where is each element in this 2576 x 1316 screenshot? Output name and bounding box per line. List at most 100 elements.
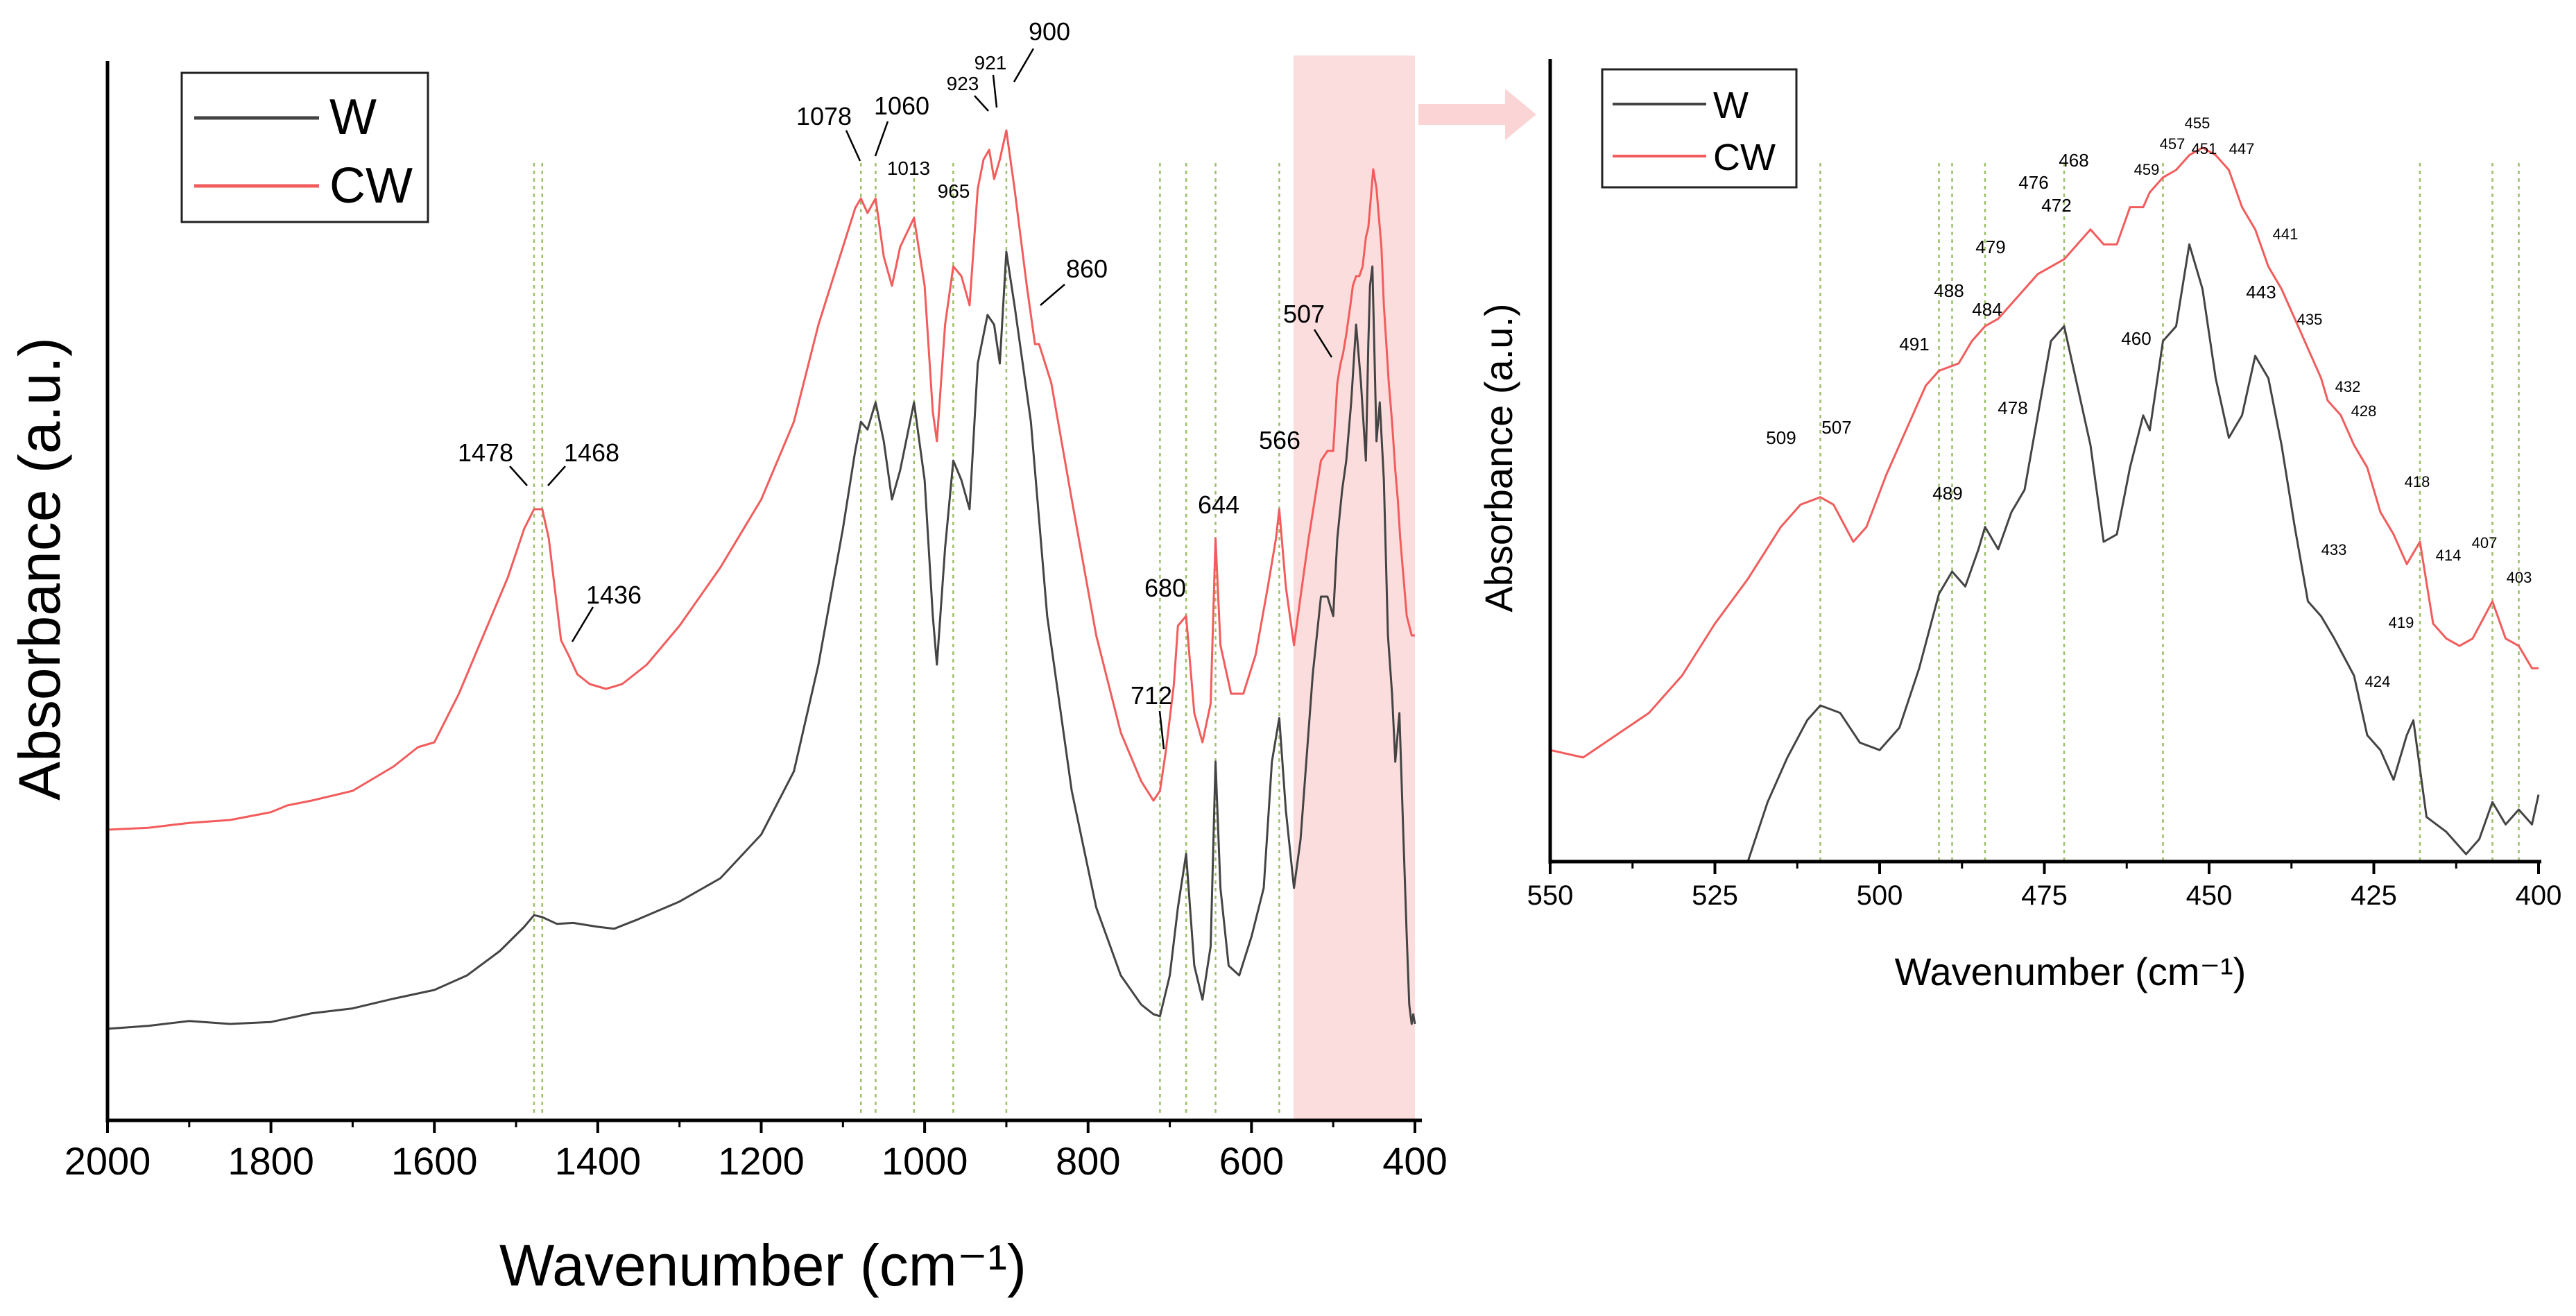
inset-ann-407: 407: [2472, 534, 2498, 552]
ann-arrow-923: [974, 95, 989, 112]
main-series: [107, 129, 1416, 1030]
inset-annotations: 509 507 491 488 489 484 479 478 476 472 …: [1766, 114, 2532, 690]
x-tick-label-1400: 1400: [555, 1139, 642, 1183]
x-tick-label-1200: 1200: [718, 1139, 805, 1183]
main-legend-label-w: W: [329, 89, 377, 145]
x-tick-label-600: 600: [1219, 1139, 1284, 1183]
series-line-w: [107, 250, 1416, 1030]
x-tick-label-475: 475: [2021, 880, 2068, 911]
ann-860: 860: [1066, 255, 1108, 283]
ann-712: 712: [1131, 681, 1172, 710]
zoom-arrow: [1418, 89, 1536, 140]
inset-ann-419: 419: [2389, 614, 2414, 631]
inset-ann-460: 460: [2121, 328, 2151, 349]
ann-965: 965: [938, 180, 970, 202]
inset-x-axis-title: Wavenumber (cm⁻¹): [1895, 950, 2247, 993]
inset-legend-box: [1601, 68, 1798, 189]
inset-panel: 550 525 500 475 450 425 400 Wavenumber (cm⁻¹) …: [1477, 59, 2561, 993]
ann-arrow-1468: [547, 465, 566, 486]
ann-arrow-507: [1313, 329, 1333, 358]
inset-legend-label-cw: CW: [1713, 137, 1776, 178]
ann-644: 644: [1198, 490, 1239, 519]
inset-ann-435: 435: [2297, 311, 2323, 328]
ann-680: 680: [1144, 574, 1186, 602]
ann-arrow-1078: [845, 130, 861, 162]
ann-1078: 1078: [796, 102, 852, 130]
inset-ann-484: 484: [1972, 299, 2002, 320]
x-tick-label-400: 400: [2516, 880, 2562, 911]
series-line-cw: [107, 129, 1415, 831]
ann-arrow-1478: [509, 465, 528, 486]
inset-ann-424: 424: [2365, 673, 2391, 690]
inset-ann-451: 451: [2192, 140, 2217, 157]
ann-arrow-860: [1040, 284, 1065, 306]
highlight-region: [1294, 55, 1415, 1120]
inset-ann-509: 509: [1766, 427, 1796, 448]
inset-ann-457: 457: [2160, 135, 2186, 153]
x-tick-label-800: 800: [1056, 1139, 1120, 1183]
ann-1468: 1468: [564, 438, 619, 467]
ann-923: 923: [947, 73, 979, 94]
main-legend-box: [180, 71, 429, 223]
inset-ann-432: 432: [2335, 378, 2361, 395]
x-tick-label-500: 500: [1857, 880, 1903, 911]
main-x-axis-title: Wavenumber (cm⁻¹): [499, 1233, 1027, 1298]
inset-ann-414: 414: [2436, 547, 2462, 564]
x-tick-label-425: 425: [2351, 880, 2397, 911]
inset-ann-488: 488: [1934, 280, 1964, 301]
ann-566: 566: [1259, 426, 1300, 454]
x-tick-label-2000: 2000: [65, 1139, 151, 1183]
inset-ann-428: 428: [2351, 402, 2377, 420]
ann-arrow-1060: [874, 121, 889, 157]
ann-arrow-921: [992, 74, 998, 108]
x-tick-label-550: 550: [1527, 880, 1574, 911]
ann-921: 921: [974, 52, 1007, 74]
x-tick-label-1600: 1600: [391, 1139, 478, 1183]
x-tick-label-450: 450: [2186, 880, 2233, 911]
inset-ann-447: 447: [2229, 140, 2255, 157]
ann-900: 900: [1029, 17, 1070, 46]
inset-ann-476: 476: [2018, 172, 2048, 193]
main-x-ticks: 2000 1800 1600 1400 1200 1000 800 600 400: [65, 1120, 1448, 1183]
main-legend-label-cw: CW: [329, 158, 413, 214]
ann-1060: 1060: [874, 92, 929, 120]
ann-507: 507: [1283, 300, 1325, 328]
ann-arrow-900: [1013, 48, 1035, 83]
inset-series: [1549, 146, 2540, 862]
main-legend: W CW: [180, 71, 429, 223]
ann-1436: 1436: [586, 581, 642, 609]
series-line-cw: [1549, 146, 2539, 759]
inset-ann-418: 418: [2405, 473, 2430, 490]
inset-ann-507: 507: [1821, 417, 1851, 438]
inset-ann-468: 468: [2059, 150, 2088, 171]
series-line-w: [1746, 243, 2540, 862]
x-tick-label-1000: 1000: [882, 1139, 968, 1183]
x-tick-label-400: 400: [1382, 1139, 1447, 1183]
inset-ann-478: 478: [1998, 398, 2027, 418]
x-tick-label-525: 525: [1692, 880, 1738, 911]
inset-ann-403: 403: [2507, 569, 2532, 586]
inset-ann-433: 433: [2321, 541, 2347, 558]
inset-ann-443: 443: [2246, 282, 2276, 302]
inset-legend: W CW: [1601, 68, 1798, 189]
inset-y-axis-title: Absorbance (a.u.): [1477, 303, 1520, 612]
inset-ann-455: 455: [2185, 114, 2210, 132]
inset-legend-label-w: W: [1713, 85, 1749, 126]
ann-arrow-712: [1158, 710, 1165, 750]
ann-1013: 1013: [887, 157, 930, 179]
main-y-axis-title: Absorbance (a.u.): [7, 337, 72, 801]
x-tick-label-1800: 1800: [227, 1139, 314, 1183]
inset-ann-491: 491: [1899, 334, 1929, 354]
inset-guide-lines: [1819, 163, 2520, 860]
inset-x-ticks: 550 525 500 475 450 425 400: [1527, 862, 2562, 911]
main-guide-lines: [533, 163, 1280, 1117]
inset-ann-441: 441: [2273, 225, 2299, 243]
ann-arrow-1436: [571, 606, 594, 642]
inset-ann-459: 459: [2134, 161, 2160, 178]
main-annotations: 1478 1468 1436 1078 1060 1013 965 923 92…: [458, 17, 1333, 750]
ann-1478: 1478: [458, 438, 513, 467]
main-panel: 2000 1800 1600 1400 1200 1000 800 600 400 Wavenu…: [7, 17, 1536, 1298]
inset-ann-472: 472: [2041, 195, 2071, 216]
